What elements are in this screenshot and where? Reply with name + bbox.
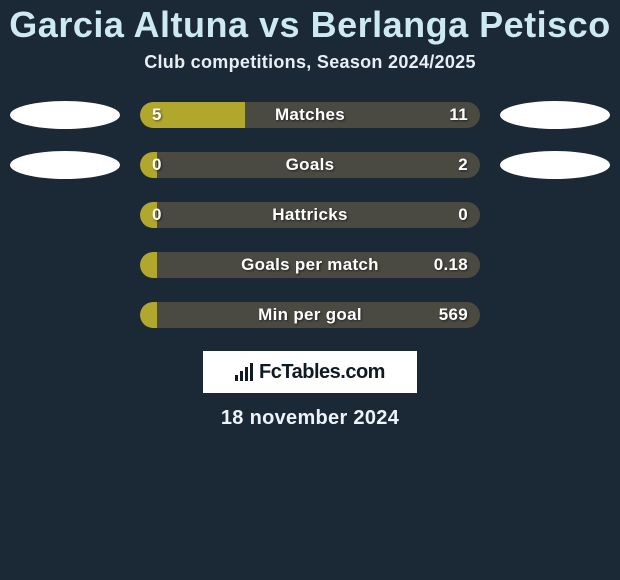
bar-chart-icon [235, 363, 253, 381]
date-label: 18 november 2024 [0, 407, 620, 430]
stat-row: 0 Goals 2 [0, 151, 620, 179]
stat-label: Hattricks [272, 205, 347, 225]
stat-row: Min per goal 569 [0, 301, 620, 329]
stat-right-value: 569 [439, 305, 468, 325]
brand-box[interactable]: FcTables.com [203, 351, 417, 393]
stat-bar-fill [140, 252, 157, 278]
subtitle: Club competitions, Season 2024/2025 [0, 52, 620, 73]
stat-row: 0 Hattricks 0 [0, 201, 620, 229]
oval-spacer [500, 201, 610, 229]
stat-bar: Goals per match 0.18 [140, 252, 480, 278]
stat-label: Goals per match [241, 255, 379, 275]
stat-right-value: 11 [449, 105, 468, 125]
stat-right-value: 0.18 [434, 255, 468, 275]
player-left-oval [10, 101, 120, 129]
oval-spacer [10, 301, 120, 329]
stat-right-value: 0 [458, 205, 468, 225]
stat-label: Min per goal [258, 305, 362, 325]
brand-label: FcTables.com [259, 361, 385, 384]
stat-bar: 0 Goals 2 [140, 152, 480, 178]
stat-bar: 0 Hattricks 0 [140, 202, 480, 228]
stat-bar-fill [140, 302, 157, 328]
oval-spacer [10, 251, 120, 279]
oval-spacer [500, 251, 610, 279]
oval-spacer [10, 201, 120, 229]
stat-left-value: 0 [152, 205, 162, 225]
stat-label: Goals [286, 155, 335, 175]
player-right-oval [500, 151, 610, 179]
stat-row: Goals per match 0.18 [0, 251, 620, 279]
stat-left-value: 0 [152, 155, 162, 175]
stat-bar: Min per goal 569 [140, 302, 480, 328]
stat-row: 5 Matches 11 [0, 101, 620, 129]
oval-spacer [500, 301, 610, 329]
stat-bar: 5 Matches 11 [140, 102, 480, 128]
player-right-oval [500, 101, 610, 129]
stat-right-value: 2 [458, 155, 468, 175]
player-left-oval [10, 151, 120, 179]
stat-label: Matches [275, 105, 345, 125]
comparison-widget: Garcia Altuna vs Berlanga Petisco Club c… [0, 0, 620, 430]
stat-left-value: 5 [152, 105, 162, 125]
stat-rows: 5 Matches 11 0 Goals 2 0 Hattricks 0 Goals per ma… [0, 101, 620, 329]
page-title: Garcia Altuna vs Berlanga Petisco [0, 4, 620, 46]
